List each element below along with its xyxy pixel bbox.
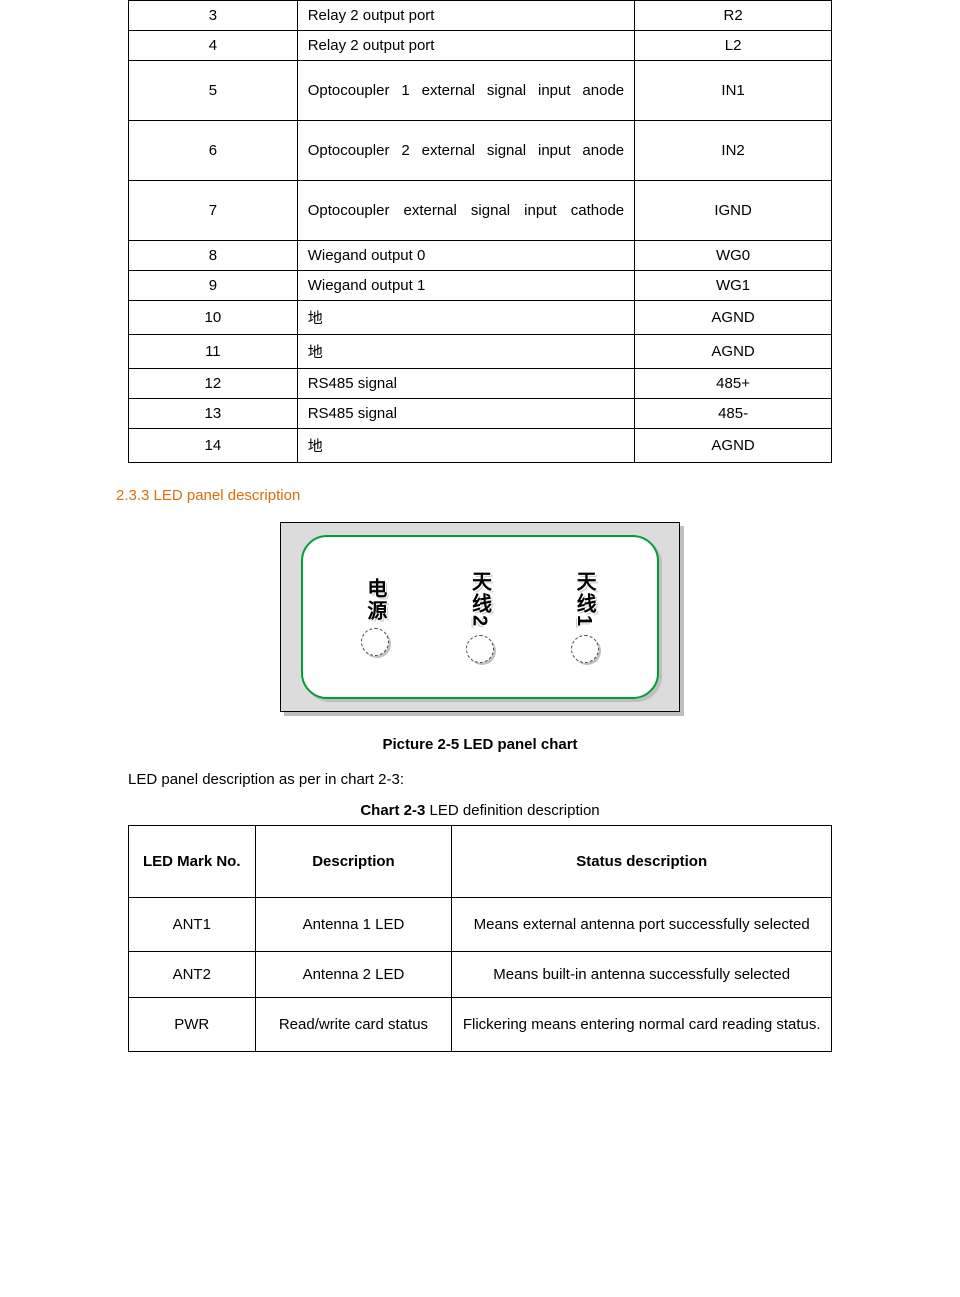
- t2-header-status: Status description: [452, 826, 832, 898]
- section-heading: 2.3.3 LED panel description: [116, 487, 832, 504]
- row-mark: 485-: [635, 399, 832, 429]
- row-number: 3: [129, 1, 298, 31]
- row-number: 9: [129, 271, 298, 301]
- led-icon: [571, 635, 599, 663]
- table-row: PWRRead/write card statusFlickering mean…: [129, 998, 832, 1052]
- table-row: 4Relay 2 output portL2: [129, 31, 832, 61]
- table-row: 9Wiegand output 1WG1: [129, 271, 832, 301]
- table-row: 13RS485 signal485-: [129, 399, 832, 429]
- row-mark: 485+: [635, 369, 832, 399]
- row-mark: WG0: [635, 241, 832, 271]
- table-row: 3Relay 2 output portR2: [129, 1, 832, 31]
- row-description: 地: [297, 429, 634, 463]
- row-number: 13: [129, 399, 298, 429]
- row-description: RS485 signal: [297, 369, 634, 399]
- table-row: ANT1Antenna 1 LEDMeans external antenna …: [129, 898, 832, 952]
- led-mark-no: ANT1: [129, 898, 256, 952]
- row-number: 4: [129, 31, 298, 61]
- row-mark: AGND: [635, 429, 832, 463]
- row-description: Optocoupler external signal input cathod…: [297, 181, 634, 241]
- row-description: RS485 signal: [297, 399, 634, 429]
- table-row: 6Optocoupler 2 external signal input ano…: [129, 121, 832, 181]
- body-text: LED panel description as per in chart 2-…: [128, 771, 832, 788]
- led-item: 电源: [361, 578, 390, 656]
- row-number: 7: [129, 181, 298, 241]
- row-number: 14: [129, 429, 298, 463]
- figure-caption: Picture 2-5 LED panel chart: [128, 736, 832, 753]
- table-row: ANT2Antenna 2 LEDMeans built-in antenna …: [129, 952, 832, 998]
- led-description: Antenna 2 LED: [255, 952, 452, 998]
- led-item: 天线2: [465, 571, 494, 662]
- row-mark: IN1: [635, 61, 832, 121]
- io-definition-table: 3Relay 2 output portR24Relay 2 output po…: [128, 0, 832, 463]
- table-row: 12RS485 signal485+: [129, 369, 832, 399]
- row-mark: AGND: [635, 301, 832, 335]
- led-status: Means external antenna port successfully…: [452, 898, 832, 952]
- led-label: 天线2: [465, 571, 494, 628]
- led-icon: [361, 628, 389, 656]
- row-description: 地: [297, 335, 634, 369]
- table-row: 7Optocoupler external signal input catho…: [129, 181, 832, 241]
- row-description: Wiegand output 1: [297, 271, 634, 301]
- led-mark-no: PWR: [129, 998, 256, 1052]
- chart-title-bold: Chart 2-3: [360, 802, 425, 819]
- led-description: Antenna 1 LED: [255, 898, 452, 952]
- led-description: Read/write card status: [255, 998, 452, 1052]
- table-row: 11地AGND: [129, 335, 832, 369]
- led-status: Flickering means entering normal card re…: [452, 998, 832, 1052]
- row-description: Relay 2 output port: [297, 1, 634, 31]
- row-mark: AGND: [635, 335, 832, 369]
- led-panel-figure: 电源 天线2 天线1: [128, 522, 832, 716]
- row-mark: IN2: [635, 121, 832, 181]
- t2-header-no: LED Mark No.: [129, 826, 256, 898]
- led-panel-inner: 电源 天线2 天线1: [301, 535, 659, 699]
- led-definition-table: LED Mark No. Description Status descript…: [128, 825, 832, 1052]
- chart-title: Chart 2-3 LED definition description: [128, 802, 832, 819]
- table-row: 14地AGND: [129, 429, 832, 463]
- led-mark-no: ANT2: [129, 952, 256, 998]
- row-number: 12: [129, 369, 298, 399]
- row-mark: IGND: [635, 181, 832, 241]
- row-description: Relay 2 output port: [297, 31, 634, 61]
- row-number: 11: [129, 335, 298, 369]
- row-number: 8: [129, 241, 298, 271]
- row-number: 6: [129, 121, 298, 181]
- led-item: 天线1: [570, 571, 599, 662]
- table-row: 5Optocoupler 1 external signal input ano…: [129, 61, 832, 121]
- row-mark: L2: [635, 31, 832, 61]
- row-description: Wiegand output 0: [297, 241, 634, 271]
- row-mark: R2: [635, 1, 832, 31]
- led-icon: [466, 635, 494, 663]
- led-status: Means built-in antenna successfully sele…: [452, 952, 832, 998]
- row-mark: WG1: [635, 271, 832, 301]
- row-number: 10: [129, 301, 298, 335]
- row-description: 地: [297, 301, 634, 335]
- led-label: 天线1: [570, 571, 599, 628]
- table-row: 8Wiegand output 0WG0: [129, 241, 832, 271]
- table-row: 10地AGND: [129, 301, 832, 335]
- t2-header-desc: Description: [255, 826, 452, 898]
- led-label: 电源: [361, 578, 390, 622]
- led-panel-outer: 电源 天线2 天线1: [280, 522, 680, 712]
- chart-title-rest: LED definition description: [425, 802, 599, 819]
- row-description: Optocoupler 2 external signal input anod…: [297, 121, 634, 181]
- row-number: 5: [129, 61, 298, 121]
- row-description: Optocoupler 1 external signal input anod…: [297, 61, 634, 121]
